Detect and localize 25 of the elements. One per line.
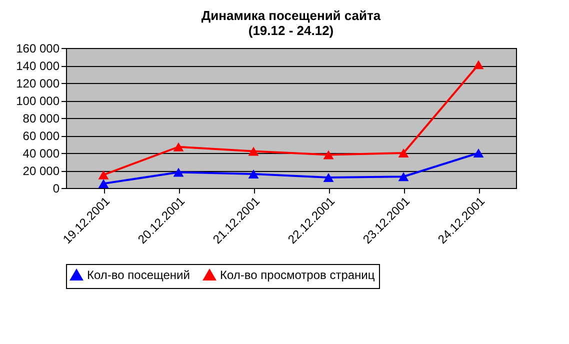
legend-label: Кол-во просмотров страниц [220,268,375,282]
y-tick-label: 120 000 [16,76,60,90]
y-tick-label: 140 000 [16,59,60,73]
point [98,170,109,180]
y-tick-label: 20 000 [22,164,60,178]
y-tick-label: 40 000 [22,146,60,160]
point [173,168,184,177]
y-tick-label: 80 000 [22,112,60,126]
legend-label: Кол-во посещений [87,268,190,282]
point [473,60,484,70]
point [398,148,409,158]
point [473,148,484,158]
text: (19.12 - 24.12) [248,23,334,38]
y-tick-label: 0 [52,182,60,196]
y-tick-label: 160 000 [16,42,60,56]
point [398,172,409,182]
point [248,169,259,179]
point [323,150,334,160]
point [173,142,184,152]
point [98,179,109,188]
point [248,146,259,156]
point [323,172,334,182]
y-tick-label: 60 000 [22,129,60,143]
text: Динамика посещений сайта [201,8,381,23]
y-tick-label: 100 000 [16,94,60,108]
